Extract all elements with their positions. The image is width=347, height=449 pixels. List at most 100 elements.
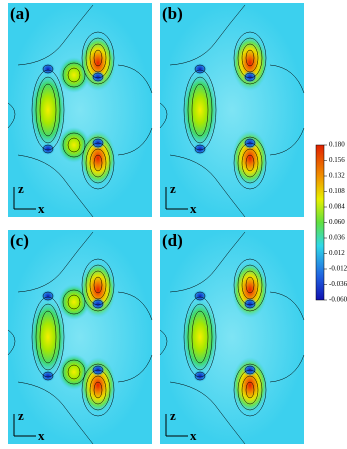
contour <box>93 381 103 399</box>
contour <box>93 49 103 67</box>
contour <box>194 144 206 154</box>
contour <box>244 138 256 148</box>
axis-label: x <box>190 428 197 443</box>
contour <box>233 363 267 417</box>
colorbar-tick-label: -0.060 <box>329 296 347 304</box>
axis-label: z <box>18 408 24 423</box>
contour <box>81 258 115 312</box>
axis-label: z <box>170 181 176 196</box>
contour <box>93 154 103 172</box>
contour <box>31 69 65 151</box>
contour <box>85 369 111 411</box>
lobe <box>30 299 66 375</box>
contour <box>39 83 57 137</box>
contour <box>244 72 256 82</box>
axis-label: x <box>38 201 45 216</box>
lobe <box>232 130 268 186</box>
contour <box>237 264 263 306</box>
axis-label: x <box>190 201 197 216</box>
contour <box>42 144 54 154</box>
lobe <box>30 72 66 148</box>
panel-label: (a) <box>10 4 30 23</box>
contour <box>42 371 54 381</box>
colorbar-tick-label: 0.180 <box>329 141 345 149</box>
contour <box>7 4 153 218</box>
contour <box>89 375 107 405</box>
panels: (a)zx(b)zx(c)zx(d)zx <box>7 3 305 445</box>
contour <box>244 365 256 375</box>
contour <box>241 270 259 300</box>
contour <box>85 37 111 79</box>
colorbar-ticks: 0.180 0.156 0.132 0.108 0.084 0.060 0.036 0.012… <box>324 141 347 304</box>
panel-label: (c) <box>10 231 29 250</box>
colorbar-tick-label: -0.012 <box>329 265 347 273</box>
contour <box>92 72 104 82</box>
contour <box>191 83 209 137</box>
axis-label: z <box>18 181 24 196</box>
contour <box>62 289 86 315</box>
contour <box>89 43 107 73</box>
colorbar <box>315 144 325 301</box>
contour <box>187 303 213 371</box>
lobe <box>80 262 116 318</box>
contour <box>81 363 115 417</box>
contour <box>67 137 81 153</box>
panel-label: (d) <box>162 231 183 250</box>
contour <box>35 76 61 144</box>
lobe <box>232 262 268 318</box>
panel-background <box>160 3 304 217</box>
lobe <box>80 130 116 186</box>
contour <box>245 381 255 399</box>
contour <box>62 359 86 385</box>
contour <box>241 375 259 405</box>
colorbar-tick-label: 0.156 <box>329 156 345 164</box>
panel: (d) zx <box>159 230 305 445</box>
contour <box>241 148 259 178</box>
panel: (c) zx <box>7 230 153 445</box>
contour <box>89 148 107 178</box>
contour <box>237 369 263 411</box>
contour <box>183 296 217 378</box>
contour <box>194 291 206 301</box>
contour <box>245 276 255 294</box>
colorbar-tick-label: 0.012 <box>329 249 345 257</box>
contour <box>183 69 217 151</box>
panel-background <box>8 3 152 217</box>
contour <box>191 310 209 364</box>
lobe <box>80 357 116 413</box>
contour <box>245 49 255 67</box>
contour <box>241 43 259 73</box>
contour <box>245 154 255 172</box>
contour <box>67 294 81 310</box>
lobe <box>182 72 218 148</box>
lobe <box>232 357 268 413</box>
contour <box>31 296 65 378</box>
panel: (b) zx <box>159 3 305 218</box>
contour <box>233 31 267 85</box>
contour <box>237 37 263 79</box>
contour <box>237 142 263 184</box>
contour <box>39 310 57 364</box>
contour <box>244 299 256 309</box>
lobe <box>182 299 218 375</box>
colorbar-tick-label: 0.132 <box>329 172 345 180</box>
panel-background <box>8 230 152 444</box>
axis-label: x <box>38 428 45 443</box>
colorbar-tick-label: -0.036 <box>329 280 347 288</box>
colorbar-tick-label: 0.084 <box>329 203 345 211</box>
contour <box>89 270 107 300</box>
contour <box>159 4 305 218</box>
contour <box>92 365 104 375</box>
contour <box>159 231 305 445</box>
contour <box>67 67 81 83</box>
contour <box>42 291 54 301</box>
contour <box>92 299 104 309</box>
contour <box>85 264 111 306</box>
contour <box>62 132 86 158</box>
contour <box>85 142 111 184</box>
contour <box>233 258 267 312</box>
contour <box>81 31 115 85</box>
axis-label: z <box>170 408 176 423</box>
contour <box>7 231 153 445</box>
